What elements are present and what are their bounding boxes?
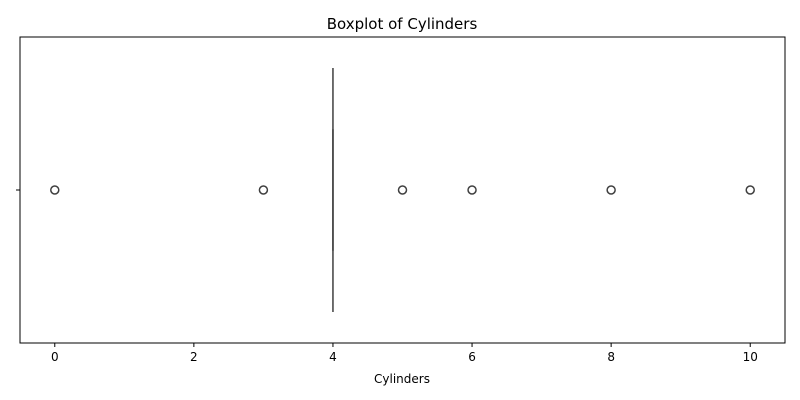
x-tick-label: 0 — [51, 350, 59, 364]
plot-frame — [19, 36, 786, 344]
x-axis-label: Cylinders — [374, 372, 430, 386]
outlier-point — [606, 185, 616, 195]
outlier-point — [50, 185, 60, 195]
chart-title: Boxplot of Cylinders — [327, 15, 478, 33]
outlier-point — [467, 185, 477, 195]
x-tick-label: 8 — [607, 350, 615, 364]
plot-area: 0 2 4 6 8 10 — [16, 36, 786, 364]
x-tick-label: 4 — [329, 350, 337, 364]
outlier-point — [745, 185, 755, 195]
outlier-point — [258, 185, 269, 195]
x-tick-label: 10 — [743, 350, 758, 364]
outlier-point — [397, 185, 408, 195]
x-tick-label: 2 — [190, 350, 198, 364]
x-tick-label: 6 — [468, 350, 476, 364]
